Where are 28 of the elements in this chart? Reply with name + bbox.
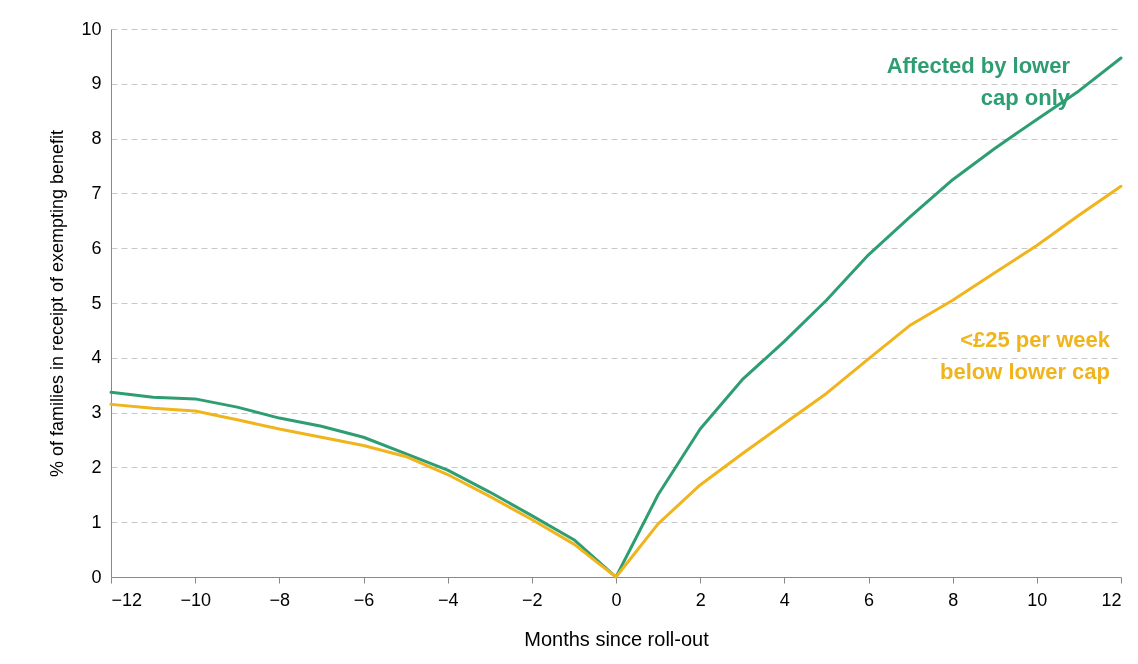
- x-tick-label: 4: [779, 589, 790, 610]
- y-tick-label: 5: [91, 292, 102, 313]
- y-tick-label: 3: [91, 402, 102, 423]
- x-tick-label: −2: [522, 589, 543, 610]
- x-tick-label: 10: [1027, 589, 1048, 610]
- x-axis-title: Months since roll-out: [524, 627, 710, 650]
- x-tick-label: 12: [1101, 589, 1122, 610]
- y-axis-title: % of families in receipt of exempting benefit: [47, 129, 68, 478]
- x-tick-label: −6: [353, 589, 375, 610]
- series-label: <£25 per week below lower cap: [940, 327, 1111, 385]
- x-tick-label: −12: [111, 589, 143, 610]
- y-tick-label: 4: [91, 347, 102, 368]
- x-tick-label: 0: [611, 589, 622, 610]
- y-tick-label: 0: [91, 566, 102, 587]
- y-tick-label: 2: [91, 456, 102, 477]
- x-tick-label: −10: [180, 589, 211, 610]
- x-tick-label: −4: [437, 589, 459, 610]
- y-tick-label: 9: [91, 73, 102, 94]
- y-tick-label: 7: [91, 182, 102, 203]
- y-tick-label: 1: [91, 511, 102, 532]
- series-label: Affected by lower cap only: [886, 53, 1071, 111]
- y-tick-label: 8: [91, 128, 102, 149]
- y-tick-label: 10: [81, 18, 102, 39]
- y-tick-label: 6: [91, 237, 102, 258]
- x-tick-label: −8: [269, 589, 291, 610]
- x-tick-label: 2: [695, 589, 706, 610]
- x-tick-label: 6: [863, 589, 875, 610]
- x-tick-label: 8: [948, 589, 959, 610]
